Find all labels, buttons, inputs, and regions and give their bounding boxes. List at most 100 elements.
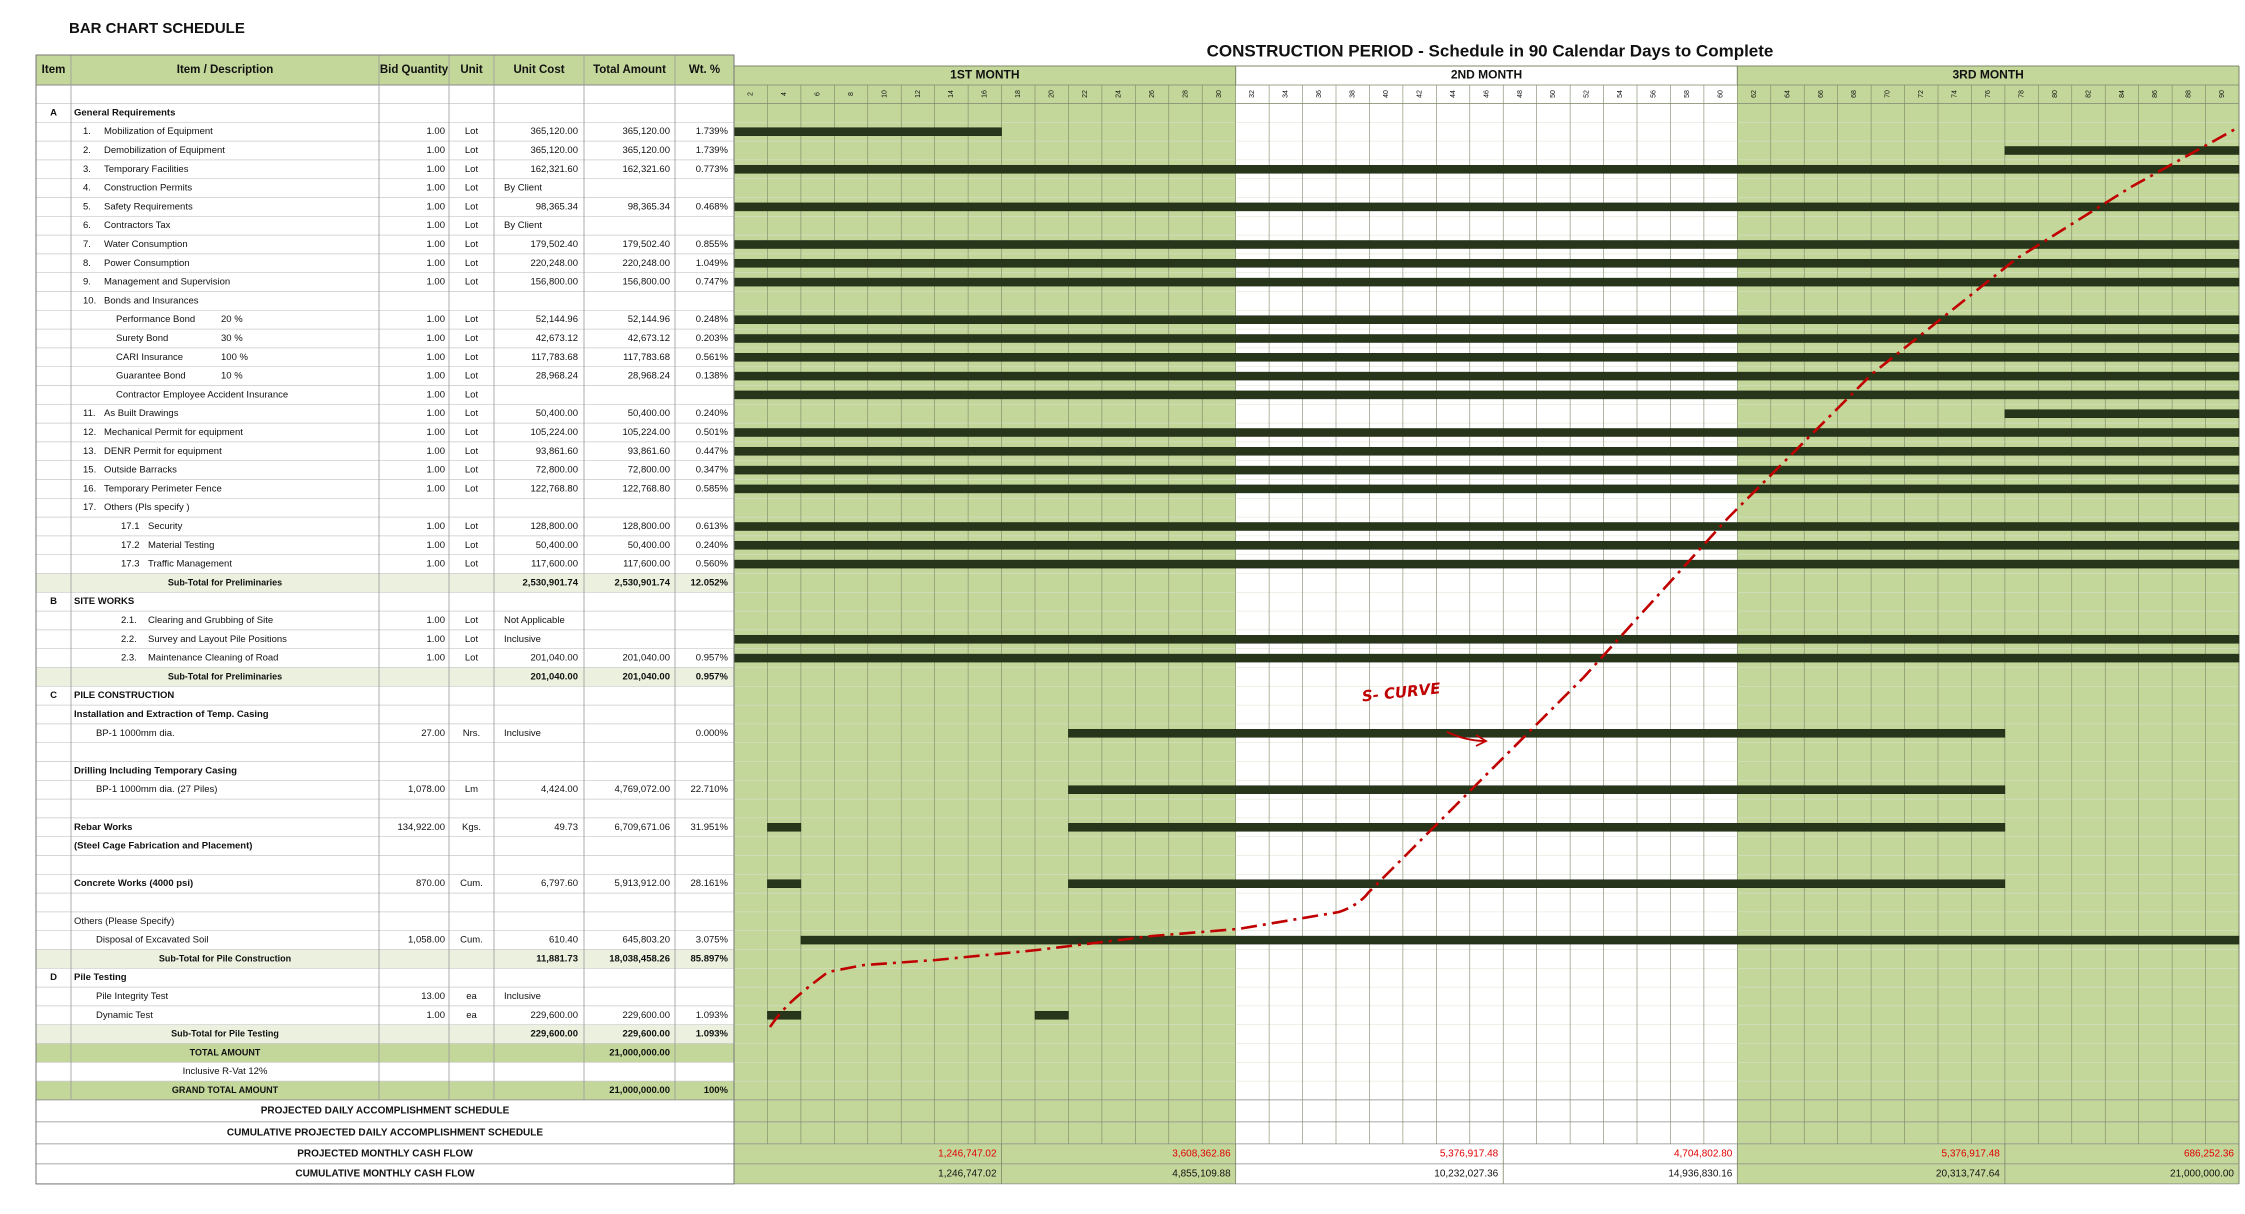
- cell-unit-cost: 50,400.00: [536, 408, 578, 419]
- schedule-bar: [2004, 409, 2240, 418]
- cell-no: 5.: [83, 201, 91, 212]
- cell-desc: Outside Barracks: [104, 465, 177, 476]
- cell-desc: Maintenance Cleaning of Road: [148, 653, 278, 664]
- cell-total: 21,000,000.00: [609, 1085, 670, 1096]
- cell-unit-cost: 50,400.00: [536, 540, 578, 551]
- cell-desc: Power Consumption: [104, 258, 190, 269]
- cell-unit: Lot: [465, 333, 479, 344]
- cell-qty: 1,078.00: [408, 784, 445, 795]
- cell-unit: Cum.: [460, 935, 483, 946]
- cell-no: 1.: [83, 126, 91, 137]
- cell-qty: 1.00: [427, 615, 446, 626]
- cell-wt: 0.240%: [696, 408, 729, 419]
- cell-unit: Lot: [465, 465, 479, 476]
- cell-wt: 0.468%: [696, 201, 729, 212]
- projected-cash-flow: 686,252.36: [2184, 1149, 2234, 1160]
- cell-unit-cost: 229,600.00: [530, 1029, 578, 1040]
- cell-unit: Lot: [465, 371, 479, 382]
- cell-total: 18,038,458.26: [609, 953, 670, 964]
- cell-unit: Lot: [465, 239, 479, 250]
- cell-desc: (Steel Cage Fabrication and Placement): [74, 841, 252, 852]
- schedule-bar: [733, 371, 2240, 381]
- cell-total: 117,783.68: [623, 352, 670, 363]
- projected-cash-flow: 3,608,362.86: [1172, 1149, 1231, 1160]
- schedule-bar: [733, 447, 2240, 456]
- cell-total: 201,040.00: [622, 653, 670, 664]
- cell-unit: Lot: [465, 559, 479, 570]
- cell-unit-cost: 49.73: [554, 822, 578, 833]
- cell-total: 72,800.00: [628, 465, 670, 476]
- schedule-bar: [767, 879, 802, 888]
- cell-unit-cost: 6,797.60: [541, 878, 578, 889]
- cell-qty: 1.00: [427, 465, 446, 476]
- day-label: 76: [1985, 90, 1992, 98]
- cell-desc: PILE CONSTRUCTION: [74, 690, 174, 701]
- cell-desc: Rebar Works: [74, 822, 132, 833]
- day-label: 88: [2186, 90, 2193, 98]
- cell-total: 179,502.40: [622, 239, 670, 250]
- cell-wt: 0.855%: [696, 239, 729, 250]
- footer-label: PROJECTED MONTHLY CASH FLOW: [297, 1149, 473, 1160]
- cell-desc: BP-1 1000mm dia.: [96, 728, 175, 739]
- cell-desc: TOTAL AMOUNT: [190, 1047, 261, 1057]
- cell-qty: 1.00: [427, 258, 446, 269]
- cell-desc: Temporary Facilities: [104, 164, 189, 175]
- cell-unit: Lot: [465, 201, 479, 212]
- schedule-bar: [2004, 146, 2240, 155]
- month-fill: [734, 66, 1236, 1184]
- cell-wt: 0.347%: [696, 465, 729, 476]
- cell-wt: 31.951%: [690, 822, 728, 833]
- cell-qty: 1.00: [427, 653, 446, 664]
- cell-qty: 1.00: [427, 314, 446, 325]
- cell-total: 128,800.00: [622, 521, 670, 532]
- cell-unit-cost: 11,881.73: [536, 953, 578, 964]
- cell-desc: Sub-Total for Preliminaries: [168, 577, 282, 587]
- cell-unit: Kgs.: [462, 822, 481, 833]
- cell-total: 50,400.00: [628, 540, 670, 551]
- header-fill: [36, 55, 734, 85]
- cell-no: 2.1.: [121, 615, 137, 626]
- cell-unit: Lot: [465, 408, 479, 419]
- schedule-bar: [733, 390, 2240, 400]
- cell-unit: Lot: [465, 615, 479, 626]
- day-label: 68: [1851, 90, 1858, 98]
- cell-qty: 1.00: [427, 634, 446, 645]
- cell-desc: Mechanical Permit for equipment: [104, 427, 243, 438]
- day-label: 84: [2119, 90, 2126, 98]
- cell-unit: Lot: [465, 277, 479, 288]
- cell-desc: As Built Drawings: [104, 408, 179, 419]
- cell-qty: 1.00: [427, 145, 446, 156]
- cumulative-cash-flow: 21,000,000.00: [2170, 1169, 2234, 1180]
- cell-desc: Disposal of Excavated Soil: [96, 935, 208, 946]
- cell-unit: ea: [466, 1010, 477, 1021]
- schedule-bar: [733, 240, 2240, 249]
- day-label: 34: [1283, 90, 1290, 98]
- cell-no: 17.2: [121, 540, 140, 551]
- cell-wt: 1.049%: [696, 258, 729, 269]
- cell-wt: 1.093%: [696, 1029, 729, 1040]
- day-label: 54: [1617, 90, 1624, 98]
- cell-desc: Temporary Perimeter Fence: [104, 483, 222, 494]
- month-label: 1ST MONTH: [950, 68, 1019, 82]
- month-fill: [1737, 66, 2239, 1184]
- cell-total: 162,321.60: [622, 164, 670, 175]
- cell-total: 42,673.12: [628, 333, 670, 344]
- cell-no: 3.: [83, 164, 91, 175]
- footer-label: CUMULATIVE MONTHLY CASH FLOW: [295, 1169, 475, 1180]
- cell-desc: GRAND TOTAL AMOUNT: [172, 1085, 279, 1095]
- cell-wt: 0.957%: [696, 653, 729, 664]
- total-fill: [36, 1043, 734, 1063]
- cell-total: 105,224.00: [622, 427, 670, 438]
- cell-unit: Lot: [465, 540, 479, 551]
- cell-desc: Pile Testing: [74, 972, 127, 983]
- cell-qty: 1.00: [427, 408, 446, 419]
- cell-unit: Lot: [465, 521, 479, 532]
- cell-unit: Nrs.: [463, 728, 480, 739]
- total-fill: [36, 1081, 734, 1100]
- cell-no: 11.: [83, 408, 96, 419]
- cell-total: 28,968.24: [628, 371, 670, 382]
- cell-unit: Lot: [465, 145, 479, 156]
- cell-wt: 0.000%: [696, 728, 729, 739]
- cell-unit: Lot: [465, 220, 479, 231]
